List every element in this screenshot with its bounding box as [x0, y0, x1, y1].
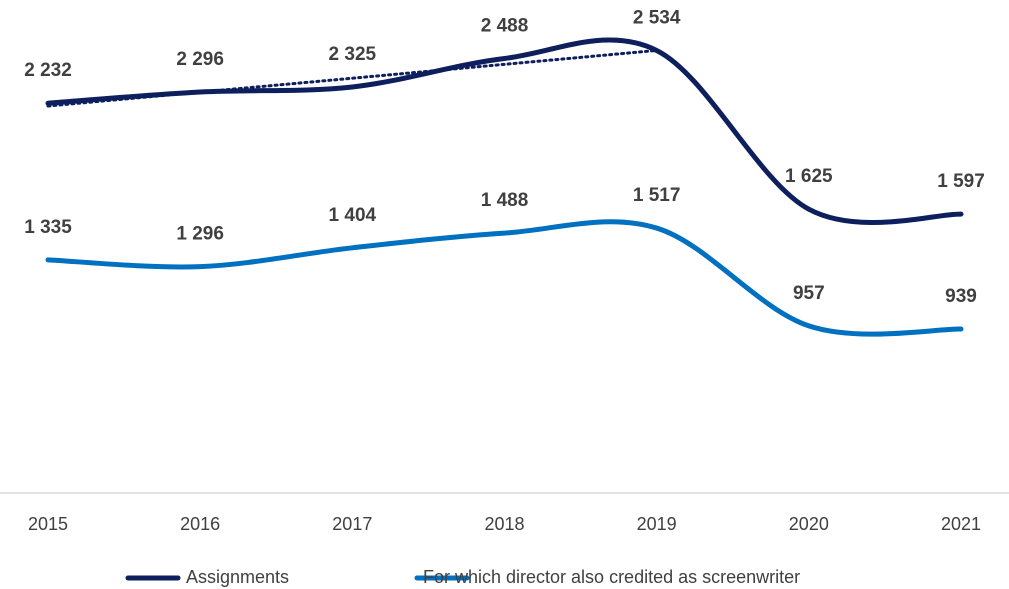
x-tick-label: 2017 — [332, 514, 372, 534]
x-tick-label: 2015 — [28, 514, 68, 534]
data-label: 2 534 — [633, 7, 681, 28]
data-label: 2 488 — [481, 16, 529, 37]
x-tick-label: 2021 — [941, 514, 981, 534]
x-tick-label: 2018 — [484, 514, 524, 534]
data-label: 1 517 — [633, 185, 681, 206]
x-tick-label: 2019 — [637, 514, 677, 534]
data-label: 2 232 — [24, 60, 72, 81]
data-label: 1 404 — [329, 205, 377, 226]
data-label: 1 335 — [24, 217, 72, 238]
data-label: 939 — [945, 286, 977, 307]
trendline — [46, 48, 659, 108]
x-tick-label: 2020 — [789, 514, 829, 534]
data-label: 957 — [793, 283, 825, 304]
legend-label: Assignments — [186, 567, 289, 587]
data-label: 1 488 — [481, 190, 529, 211]
data-label: 1 625 — [785, 166, 833, 187]
legend-label: For which director also credited as scre… — [423, 567, 800, 587]
data-label: 1 597 — [937, 171, 985, 192]
data-label: 2 296 — [176, 49, 224, 70]
x-tick-label: 2016 — [180, 514, 220, 534]
data-label: 1 296 — [176, 224, 224, 245]
series-line — [45, 219, 964, 337]
data-label: 2 325 — [329, 44, 377, 65]
